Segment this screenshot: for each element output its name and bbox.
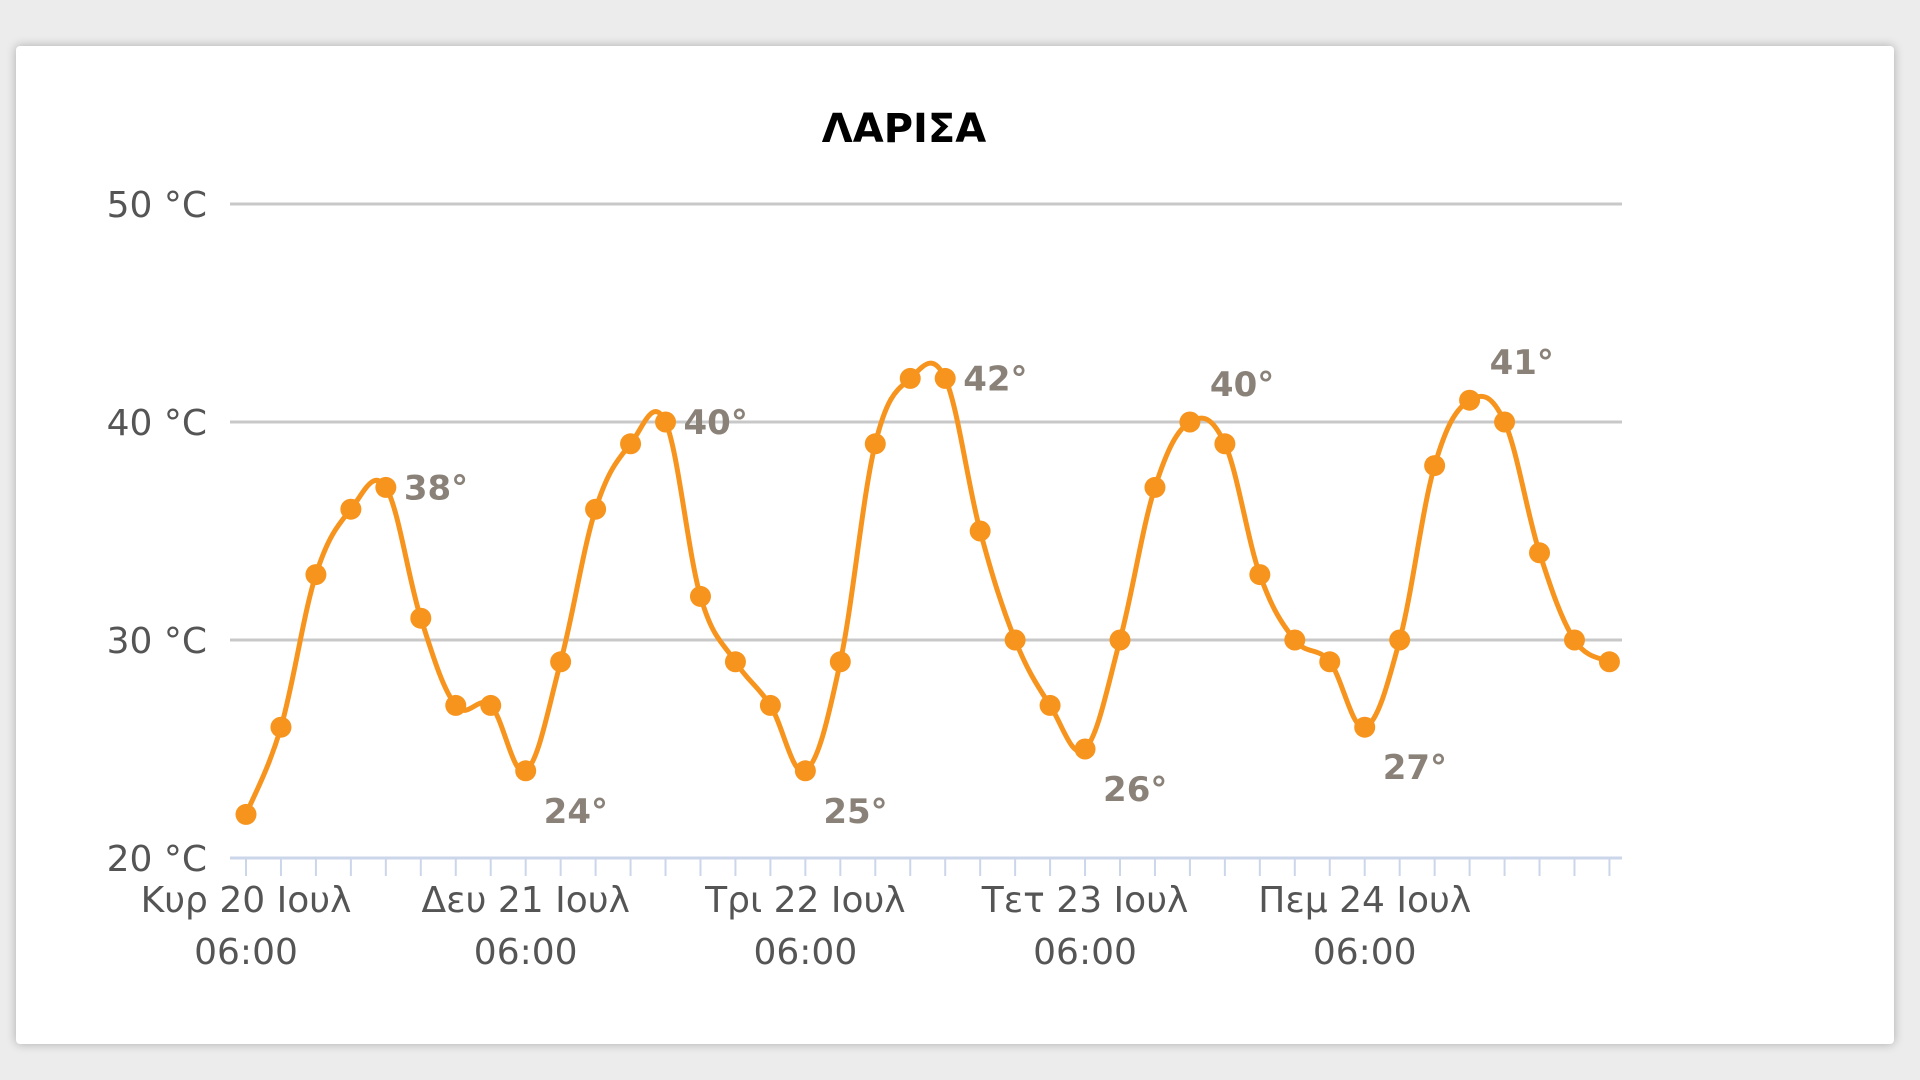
data-point — [620, 433, 642, 455]
data-point — [829, 651, 851, 673]
data-point — [445, 694, 467, 716]
x-tick-label-day: Κυρ 20 Ιουλ — [141, 880, 352, 921]
data-point — [340, 498, 362, 520]
data-label: 38° — [404, 468, 468, 508]
data-point — [585, 498, 607, 520]
temperature-series-line — [243, 360, 1612, 817]
data-label: 42° — [963, 359, 1027, 399]
x-tick-label-time: 06:00 — [474, 932, 578, 973]
data-point — [724, 651, 746, 673]
data-label: 27° — [1383, 748, 1447, 788]
data-point — [1004, 629, 1026, 651]
data-point — [550, 651, 572, 673]
data-point — [759, 694, 781, 716]
y-tick-label: 30 °C — [107, 621, 207, 662]
y-tick-label: 20 °C — [107, 839, 207, 880]
data-point — [1598, 651, 1620, 673]
data-point — [1494, 411, 1516, 433]
data-point — [689, 585, 711, 607]
data-point — [480, 694, 502, 716]
series-line-group — [243, 360, 1612, 817]
x-tick-label-day: Τρι 22 Ιουλ — [704, 880, 906, 921]
data-point — [934, 367, 956, 389]
data-point — [305, 564, 327, 586]
data-label: 41° — [1490, 343, 1554, 383]
data-point — [655, 411, 677, 433]
data-point — [410, 607, 432, 629]
temperature-chart: ΛΑΡΙΣΑ 20 °C 30 °C 40 °C 50 °C Κυρ 20 Ιουλ 0… — [107, 106, 1622, 973]
data-point — [270, 716, 292, 738]
data-point — [1354, 716, 1376, 738]
data-point — [864, 433, 886, 455]
x-tick-label-day: Δευ 21 Ιουλ — [421, 880, 629, 921]
data-label: 25° — [823, 792, 887, 832]
data-label: 24° — [544, 792, 608, 832]
chart-card: ΛΑΡΙΣΑ 20 °C 30 °C 40 °C 50 °C Κυρ 20 Ιουλ 0… — [16, 46, 1894, 1044]
data-label: 40° — [684, 403, 748, 443]
x-axis — [230, 856, 1622, 876]
x-axis-labels: Κυρ 20 Ιουλ 06:00 Δευ 21 Ιουλ 06:00 Τρι 22 Ι… — [141, 880, 1472, 973]
data-point — [515, 760, 537, 782]
data-points — [235, 367, 1620, 825]
data-point — [1109, 629, 1131, 651]
y-tick-label: 50 °C — [107, 185, 207, 226]
data-point — [1214, 433, 1236, 455]
data-point — [1144, 476, 1166, 498]
x-tick-label-day: Τετ 23 Ιουλ — [981, 880, 1189, 921]
data-point — [375, 476, 397, 498]
data-label: 26° — [1103, 770, 1167, 810]
x-tick-label-time: 06:00 — [1313, 932, 1417, 973]
data-labels: 38° 24° 40° 25° 42° 26° 40° 27° 41° — [404, 343, 1554, 832]
data-point — [1459, 389, 1481, 411]
data-point — [1249, 564, 1271, 586]
data-point — [794, 760, 816, 782]
data-point — [1074, 738, 1096, 760]
data-point — [1424, 455, 1446, 477]
x-tick-label-time: 06:00 — [194, 932, 298, 973]
data-point — [1563, 629, 1585, 651]
data-point — [1529, 542, 1551, 564]
data-point — [235, 803, 257, 825]
data-label: 40° — [1210, 365, 1274, 405]
x-tick-label-day: Πεμ 24 Ιουλ — [1258, 880, 1471, 921]
data-point — [969, 520, 991, 542]
data-point — [1319, 651, 1341, 673]
data-point — [1039, 694, 1061, 716]
x-tick-label-time: 06:00 — [753, 932, 857, 973]
data-point — [1389, 629, 1411, 651]
data-point — [899, 367, 921, 389]
chart-title: ΛΑΡΙΣΑ — [822, 106, 986, 152]
y-axis-labels: 20 °C 30 °C 40 °C 50 °C — [107, 185, 207, 880]
x-tick-label-time: 06:00 — [1033, 932, 1137, 973]
data-point — [1179, 411, 1201, 433]
data-point — [1284, 629, 1306, 651]
y-tick-label: 40 °C — [107, 403, 207, 444]
